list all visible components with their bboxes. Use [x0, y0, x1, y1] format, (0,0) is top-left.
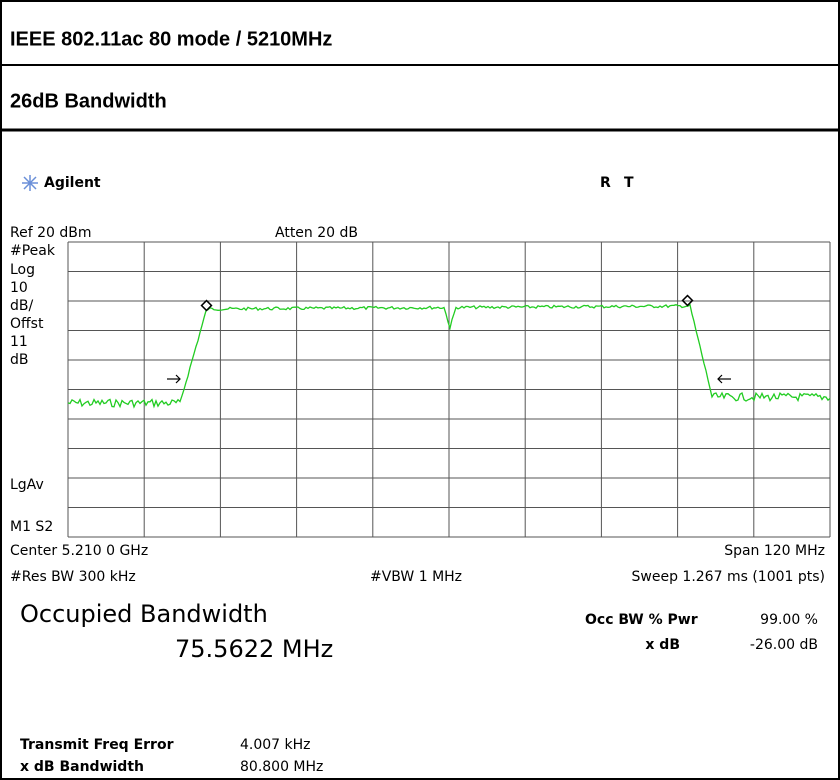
side-label: Offst — [10, 316, 44, 332]
status: T — [624, 175, 634, 191]
marker — [681, 294, 694, 307]
side-label: 10 — [10, 280, 28, 296]
side-label: 11 — [10, 334, 28, 350]
title: IEEE 802.11ac 80 mode / 5210MHz — [10, 28, 332, 50]
occ-label: Occ BW % Pwr — [585, 612, 698, 628]
status: R — [600, 175, 611, 191]
brand-icon — [22, 175, 38, 191]
res-bw: #Res BW 300 kHz — [10, 569, 136, 585]
sweep: Sweep 1.267 ms (1001 pts) — [632, 569, 825, 585]
xdb-label: x dB — [645, 637, 680, 653]
result-label: Transmit Freq Error — [20, 737, 174, 753]
side-label: #Peak — [10, 243, 56, 259]
side-label: M1 S2 — [10, 519, 53, 535]
xdb-value: -26.00 dB — [750, 637, 818, 653]
trace — [67, 303, 831, 409]
span: Span 120 MHz — [724, 543, 825, 559]
side-label: dB/ — [10, 298, 33, 314]
center-freq: Center 5.210 0 GHz — [10, 543, 148, 559]
result-value: 80.800 MHz — [240, 759, 323, 775]
graticule — [67, 241, 831, 538]
arrow — [167, 374, 181, 384]
result-value: 4.007 kHz — [240, 737, 311, 753]
subtitle: 26dB Bandwidth — [10, 90, 167, 112]
measurement-value: 75.5622 MHz — [175, 635, 333, 663]
side-label: dB — [10, 352, 29, 368]
measurement-title: Occupied Bandwidth — [20, 600, 268, 628]
ref-level: Ref 20 dBm — [10, 225, 91, 241]
result-label: x dB Bandwidth — [20, 759, 144, 775]
occ-value: 99.00 % — [760, 612, 818, 628]
brand: Agilent — [44, 175, 101, 191]
marker — [200, 299, 213, 312]
side-label: Log — [10, 262, 35, 278]
vbw: #VBW 1 MHz — [370, 569, 462, 585]
arrow — [717, 374, 731, 384]
attenuation: Atten 20 dB — [275, 225, 358, 241]
side-label: LgAv — [10, 477, 44, 493]
